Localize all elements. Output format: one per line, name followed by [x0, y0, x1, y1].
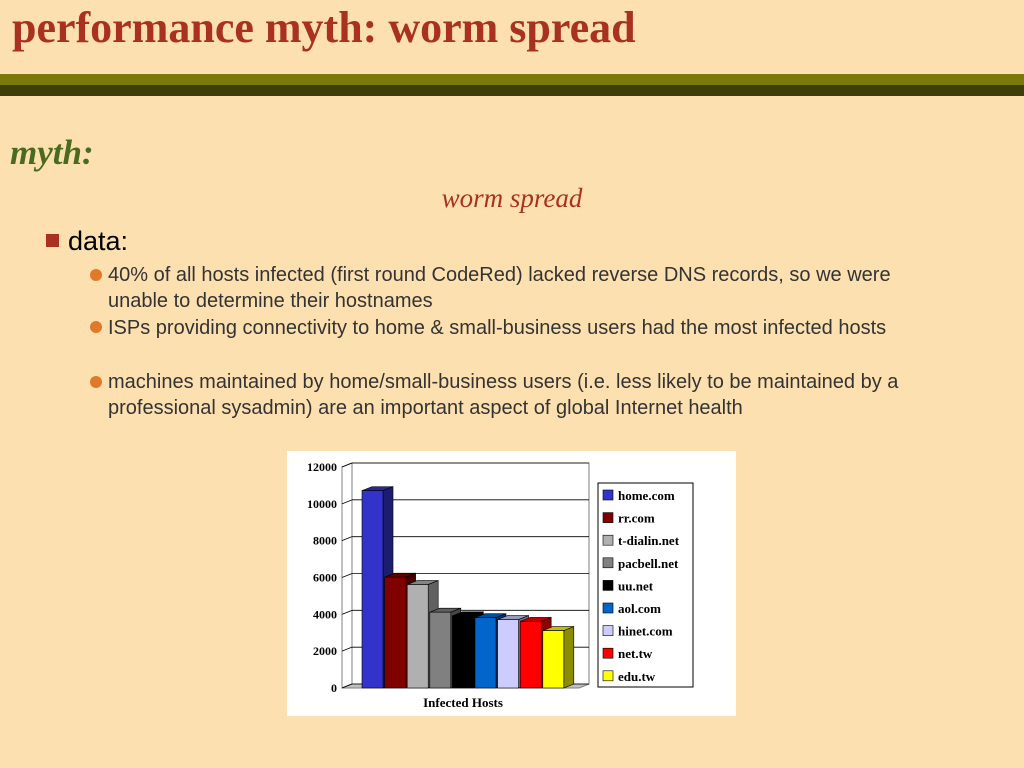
- dot-bullet-icon: [90, 269, 102, 281]
- bar-side-face: [563, 626, 575, 689]
- legend-label: rr.com: [618, 511, 655, 526]
- bar-net-tw: [519, 621, 542, 689]
- chart-svg: 0 2000 4000 6000 8000 10000 12000 Infected Host…: [307, 460, 694, 710]
- grid-line: [341, 462, 353, 468]
- grid-line: [341, 609, 353, 615]
- bar-aol-com: [474, 617, 497, 689]
- dot-bullet-icon: [90, 321, 102, 333]
- legend-swatch: [602, 489, 614, 501]
- bar-edu-tw: [542, 630, 565, 689]
- legend-swatch: [602, 647, 614, 659]
- bullet-data: data:: [46, 226, 128, 257]
- myth-heading: myth:: [10, 133, 94, 172]
- title-rule-top: [0, 74, 1024, 85]
- sub-bullet-2: ISPs providing connectivity to home & sm…: [90, 314, 950, 342]
- legend-swatch: [602, 602, 614, 614]
- legend-swatch: [602, 557, 614, 569]
- bullet-data-label: data:: [68, 226, 129, 256]
- infected-hosts-chart: 0 2000 4000 6000 8000 10000 12000 Infected Host…: [287, 451, 736, 716]
- y-tick-label: 10000: [307, 497, 337, 511]
- legend-swatch: [602, 534, 614, 546]
- legend-label: aol.com: [618, 601, 661, 616]
- sub-bullet-text: ISPs providing connectivity to home & sm…: [108, 317, 887, 339]
- legend-label: hinet.com: [618, 624, 673, 639]
- bar-rr-com: [384, 576, 406, 689]
- bar-hinet-com: [497, 619, 519, 689]
- bar-pacbell-net: [429, 611, 452, 689]
- sub-bullet-text: machines maintained by home/small-busine…: [108, 371, 899, 419]
- sub-bullet-1: 40% of all hosts infected (first round C…: [90, 262, 950, 314]
- legend-swatch: [602, 670, 614, 682]
- y-tick-label: 0: [331, 681, 337, 695]
- bar-home-com: [361, 490, 384, 689]
- y-tick-label: 6000: [313, 571, 337, 585]
- legend-label: pacbell.net: [618, 556, 679, 571]
- grid-line: [341, 536, 353, 542]
- y-tick-label: 8000: [313, 534, 337, 548]
- legend-label: uu.net: [618, 578, 654, 593]
- bar-t-dialin-net: [406, 584, 429, 689]
- legend-box: [597, 482, 694, 688]
- slide-title: performance myth: worm spread: [12, 3, 636, 52]
- subtitle: worm spread: [441, 183, 583, 213]
- bar-uu-net: [452, 615, 474, 689]
- sub-bullet-text: 40% of all hosts infected (first round C…: [108, 264, 891, 312]
- y-tick-label: 2000: [313, 644, 337, 658]
- legend-label: t-dialin.net: [618, 533, 680, 548]
- legend-swatch: [602, 580, 614, 591]
- legend-swatch: [602, 625, 614, 636]
- legend-swatch: [602, 512, 614, 523]
- x-axis-label: Infected Hosts: [423, 695, 503, 710]
- title-rule-bottom: [0, 85, 1024, 96]
- grid-line: [341, 683, 353, 689]
- dot-bullet-icon: [90, 376, 102, 388]
- y-tick-label: 12000: [307, 460, 337, 474]
- legend-label: net.tw: [618, 646, 653, 661]
- grid-line: [341, 646, 353, 652]
- sub-bullet-3: machines maintained by home/small-busine…: [90, 369, 950, 421]
- legend-label: edu.tw: [618, 669, 656, 684]
- grid-line: [341, 499, 353, 505]
- legend-label: home.com: [618, 488, 675, 503]
- grid-line: [341, 573, 353, 578]
- y-tick-label: 4000: [313, 607, 337, 621]
- square-bullet-icon: [46, 234, 59, 247]
